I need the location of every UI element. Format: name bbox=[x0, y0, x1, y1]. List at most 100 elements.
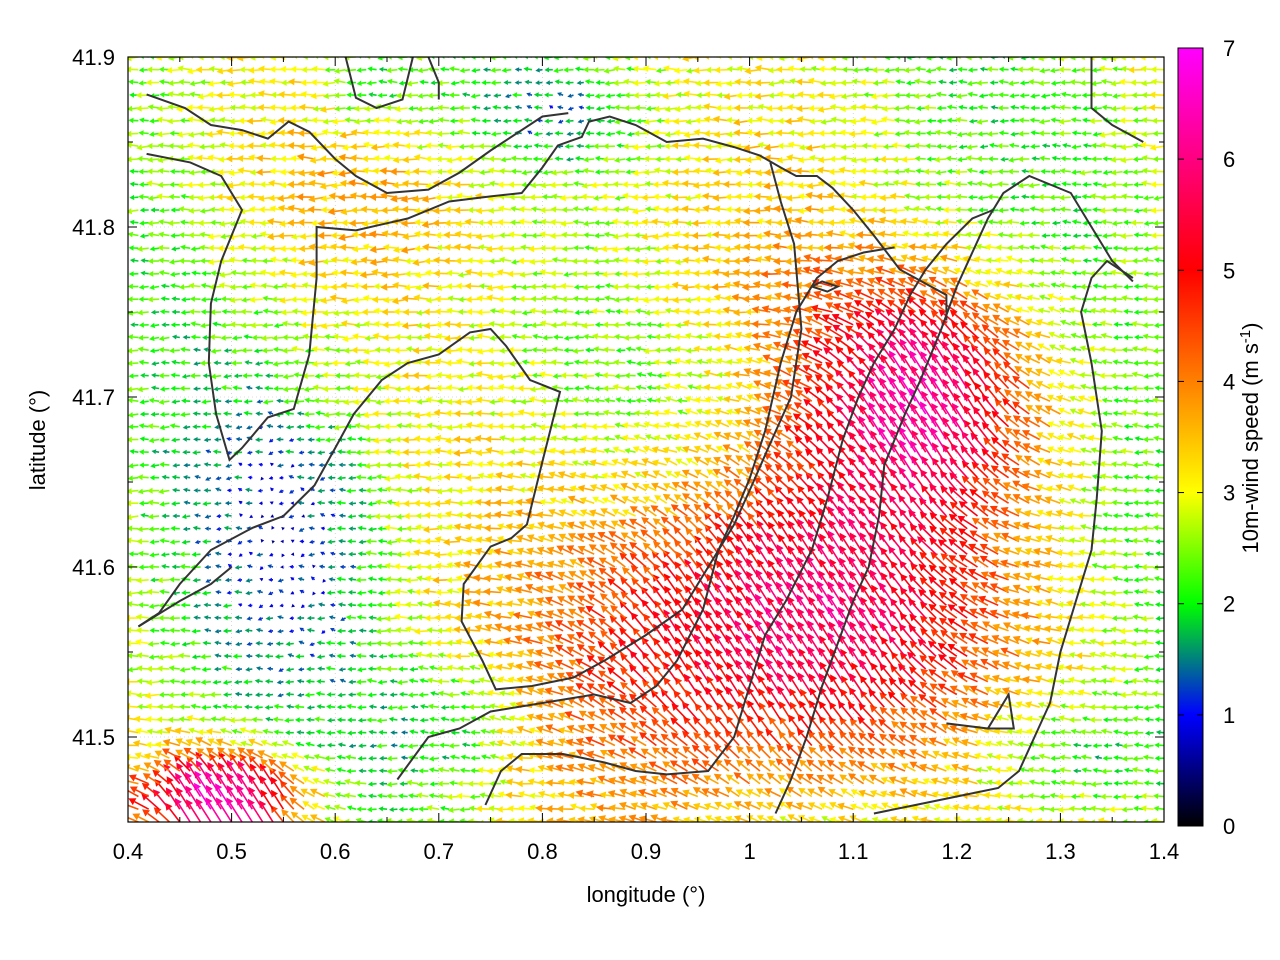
wind-arrow-head bbox=[868, 774, 877, 782]
wind-arrow-head bbox=[659, 787, 668, 795]
wind-arrow-head bbox=[1132, 716, 1138, 722]
wind-arrow-head bbox=[338, 667, 344, 672]
wind-arrow bbox=[639, 775, 657, 785]
wind-arrow bbox=[933, 803, 947, 810]
wind-arrow bbox=[309, 642, 315, 647]
wind-arrow bbox=[201, 666, 211, 673]
wind-arrow bbox=[234, 691, 243, 697]
wind-arrow-shaft bbox=[656, 778, 668, 785]
wind-arrow-head bbox=[618, 815, 627, 822]
wind-arrow-head bbox=[180, 615, 186, 621]
wind-arrow bbox=[254, 678, 263, 684]
wind-arrow bbox=[1153, 653, 1164, 659]
wind-arrow bbox=[1079, 638, 1092, 645]
wind-arrow-shaft bbox=[361, 668, 367, 671]
wind-arrow bbox=[337, 692, 346, 698]
wind-arrow bbox=[385, 640, 398, 647]
wind-arrow-head bbox=[265, 616, 271, 621]
wind-arrow-shaft bbox=[142, 680, 149, 683]
wind-arrow bbox=[870, 803, 885, 810]
wind-arrow-shaft bbox=[968, 754, 978, 759]
wind-arrow-head bbox=[426, 817, 433, 822]
wind-arrow bbox=[897, 749, 916, 759]
wind-arrow-shaft bbox=[242, 750, 253, 759]
wind-arrow bbox=[168, 665, 180, 672]
wind-arrow-shaft bbox=[1158, 807, 1164, 810]
wind-arrow-head bbox=[962, 804, 970, 811]
wind-arrow-shaft bbox=[934, 740, 947, 747]
wind-arrow-head bbox=[643, 613, 651, 622]
wind-arrow-head bbox=[436, 665, 443, 672]
wind-arrow-head bbox=[289, 774, 298, 782]
wind-arrow bbox=[326, 730, 336, 736]
wind-arrow bbox=[340, 617, 346, 621]
wind-arrow-shaft bbox=[863, 695, 875, 708]
wind-arrow-shaft bbox=[698, 805, 709, 810]
wind-arrow-shaft bbox=[402, 795, 408, 798]
wind-arrow-head bbox=[1006, 753, 1014, 760]
wind-arrow-head bbox=[1113, 755, 1119, 761]
wind-arrow bbox=[193, 615, 201, 620]
wind-arrow-head bbox=[983, 791, 990, 799]
wind-arrow bbox=[128, 680, 129, 682]
wind-arrow bbox=[405, 817, 419, 822]
wind-arrow-shaft bbox=[466, 744, 471, 747]
wind-arrow bbox=[358, 743, 367, 749]
wind-arrow-head bbox=[1014, 804, 1021, 812]
wind-arrow-shaft bbox=[316, 805, 326, 810]
wind-arrow bbox=[375, 640, 388, 647]
wind-arrow-shaft bbox=[221, 756, 233, 772]
wind-arrow bbox=[848, 773, 865, 785]
wind-arrow-head bbox=[1113, 729, 1119, 735]
wind-arrow bbox=[1121, 743, 1133, 749]
wind-arrow-head bbox=[214, 640, 219, 646]
wind-arrow-shaft bbox=[1125, 693, 1133, 696]
wind-arrow-head bbox=[951, 751, 959, 759]
wind-arrow-head bbox=[397, 767, 403, 774]
wind-arrow-shaft bbox=[854, 667, 865, 683]
wind-arrow-head bbox=[756, 801, 764, 809]
wind-arrow bbox=[599, 750, 616, 759]
wind-arrow bbox=[952, 804, 968, 811]
wind-arrow bbox=[861, 802, 875, 810]
wind-arrow bbox=[346, 768, 356, 774]
wind-arrow-shaft bbox=[128, 770, 129, 772]
wind-arrow-head bbox=[262, 728, 268, 735]
wind-arrow-head bbox=[870, 763, 878, 770]
wind-arrow bbox=[214, 666, 222, 672]
wind-arrow-shaft bbox=[635, 725, 647, 734]
wind-arrow bbox=[1154, 703, 1164, 710]
wind-arrow-shaft bbox=[156, 794, 171, 810]
wind-arrow-head bbox=[388, 653, 393, 659]
wind-arrow-head bbox=[355, 817, 362, 822]
wind-arrow-head bbox=[787, 814, 795, 821]
wind-arrow-shaft bbox=[501, 666, 512, 670]
wind-arrow-shaft bbox=[625, 685, 637, 696]
wind-arrow-head bbox=[1070, 793, 1076, 800]
wind-arrow-head bbox=[284, 717, 290, 723]
wind-arrow-shaft bbox=[359, 782, 367, 785]
wind-arrow-shaft bbox=[329, 806, 336, 810]
wind-arrow bbox=[1068, 716, 1082, 723]
wind-arrow-shaft bbox=[885, 765, 895, 772]
wind-arrow bbox=[272, 716, 284, 723]
wind-arrow bbox=[305, 730, 315, 736]
wind-arrow-head bbox=[964, 818, 971, 822]
wind-arrow bbox=[355, 679, 367, 685]
wind-arrow bbox=[984, 804, 999, 812]
wind-arrow-head bbox=[290, 811, 299, 819]
wind-arrow bbox=[629, 777, 647, 785]
wind-arrow-shaft bbox=[926, 753, 937, 759]
wind-arrow-head bbox=[234, 691, 240, 697]
wind-arrow-head bbox=[376, 743, 382, 749]
wind-arrow-head bbox=[255, 627, 261, 633]
wind-arrow bbox=[659, 774, 678, 785]
wind-arrow-head bbox=[931, 791, 939, 798]
wind-arrow-head bbox=[499, 690, 506, 697]
wind-arrow-head bbox=[909, 761, 918, 769]
wind-arrow bbox=[295, 653, 305, 659]
wind-arrow-shaft bbox=[675, 776, 688, 785]
wind-arrow-shaft bbox=[178, 758, 191, 772]
wind-arrow-head bbox=[888, 733, 897, 742]
wind-arrow-head bbox=[1028, 779, 1035, 786]
